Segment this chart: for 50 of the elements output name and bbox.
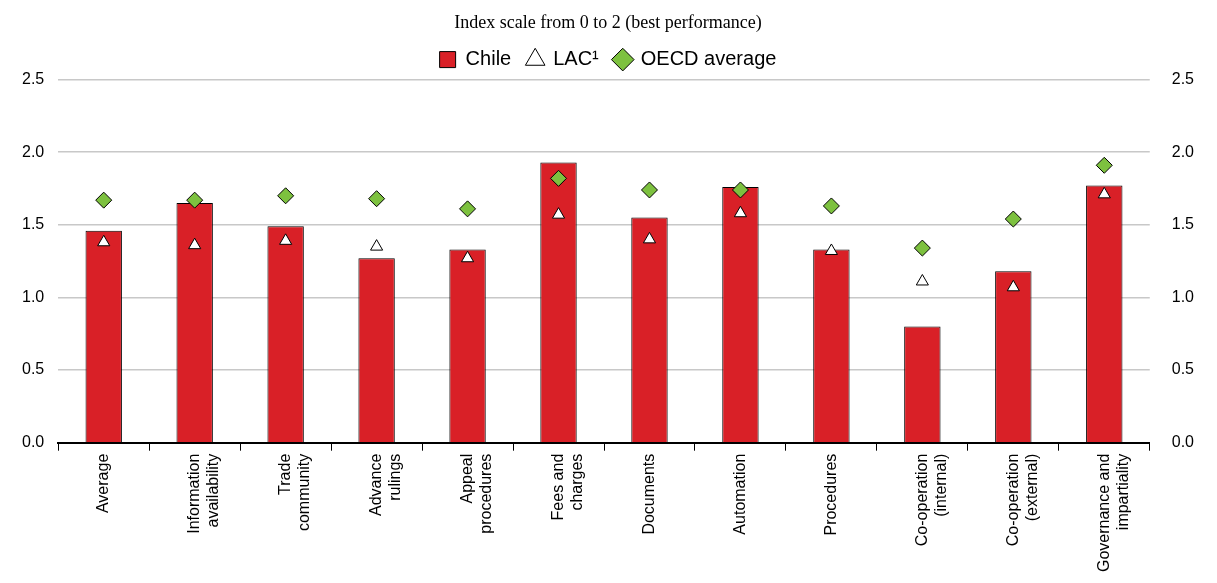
x-tick-label: Average xyxy=(94,453,112,514)
chart-title: Index scale from 0 to 2 (best performance) xyxy=(454,11,762,33)
legend-label: Chile xyxy=(465,47,512,70)
y-tick-label: 2.5 xyxy=(21,70,45,88)
x-tick-label: Information availability xyxy=(185,453,222,534)
y-tick-label: 0.5 xyxy=(21,360,45,378)
point xyxy=(642,231,657,244)
point xyxy=(733,205,747,218)
point xyxy=(1004,210,1022,228)
y2-tick-label: 0.5 xyxy=(1171,360,1195,378)
x-tick-label: Fees and charges xyxy=(548,453,586,521)
point xyxy=(277,187,295,205)
point xyxy=(370,239,384,251)
y2-tick-label: 2.0 xyxy=(1171,142,1195,160)
x-tick-label: Co-operation (external) xyxy=(1003,453,1040,547)
x-tick-label: Governance and impartiality xyxy=(1094,453,1131,573)
y2-tick-label: 1.0 xyxy=(1171,287,1195,305)
y-tick-label: 2.0 xyxy=(21,142,45,160)
y-tick-label: 1.0 xyxy=(21,287,45,305)
point xyxy=(459,200,477,218)
x-tick-label: Automation xyxy=(730,453,748,535)
point xyxy=(368,190,386,208)
legend-label: OECD average xyxy=(640,47,777,70)
y2-tick-label: 0.0 xyxy=(1171,433,1195,451)
point xyxy=(186,191,204,209)
point xyxy=(913,239,931,257)
y-tick-label: 1.5 xyxy=(21,215,45,233)
point xyxy=(731,181,749,199)
point xyxy=(97,234,111,247)
y-tick-label: 0.0 xyxy=(21,433,45,451)
y2-tick-label: 2.5 xyxy=(1171,70,1195,88)
point xyxy=(188,237,202,250)
x-tick-label: Documents xyxy=(639,453,657,535)
point xyxy=(640,181,658,199)
x-tick-label: Procedures xyxy=(821,453,839,536)
x-tick-label: Co-operation (internal) xyxy=(912,453,949,547)
point xyxy=(1006,279,1020,292)
point xyxy=(550,169,568,187)
point xyxy=(822,197,840,215)
point xyxy=(1097,186,1111,199)
point xyxy=(1095,156,1113,174)
point xyxy=(279,233,293,245)
point xyxy=(824,243,838,255)
x-tick-label: Advance rulings xyxy=(367,453,404,516)
point xyxy=(461,250,475,263)
legend-label: LAC¹ xyxy=(553,47,600,70)
y2-tick-label: 1.5 xyxy=(1171,215,1195,233)
point xyxy=(95,191,113,209)
point xyxy=(915,273,929,286)
point xyxy=(551,207,566,219)
